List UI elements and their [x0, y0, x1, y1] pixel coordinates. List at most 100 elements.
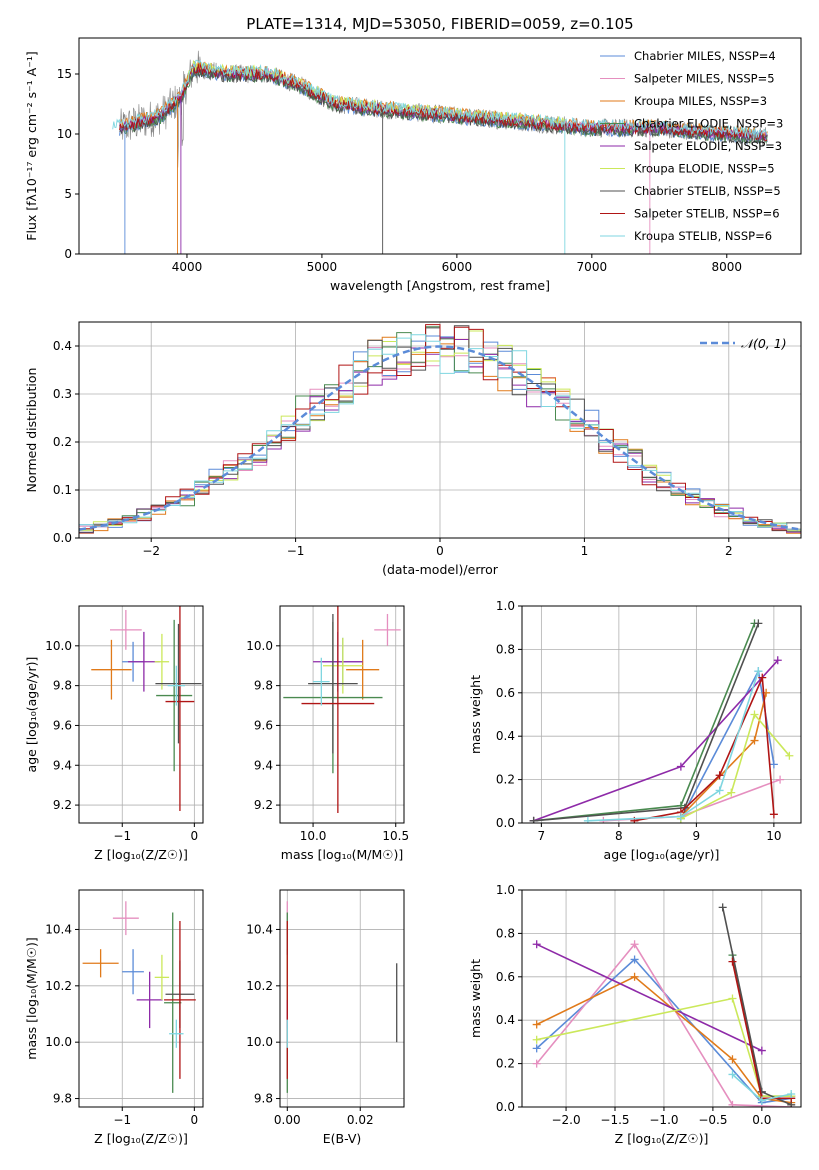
- mass-vs-extinction-panel: 0.00 0.02 9.8 10.0 10.2 10.4 E(B-V): [246, 889, 405, 1146]
- y-tick-label: 10: [57, 127, 72, 141]
- series-marker: [728, 957, 737, 966]
- y-tick-label: 10.0: [45, 1035, 72, 1049]
- series-marker: [529, 816, 538, 823]
- y-tick-label: 0.4: [53, 339, 72, 353]
- series-marker: [776, 775, 785, 784]
- series-marker: [785, 751, 794, 760]
- y-tick-label: 0.4: [496, 1013, 515, 1027]
- x-tick-label: 0: [191, 1113, 199, 1127]
- y-tick-label: 0.2: [496, 1057, 515, 1071]
- x-tick-label: 8: [615, 829, 623, 843]
- y-tick-label: 9.6: [53, 718, 72, 732]
- x-tick-label: −1.0: [649, 1113, 678, 1127]
- x-tick-label: −2: [142, 544, 160, 558]
- weight-series-1: [599, 775, 785, 823]
- y-tick-label: 9.2: [53, 798, 72, 812]
- x-axis-label: Z [log₁₀(Z/Z☉)]: [615, 1131, 709, 1146]
- legend-label: 𝒩(0, 1): [741, 336, 787, 351]
- y-tick-label: 0.4: [496, 729, 515, 743]
- y-tick-label: 0: [64, 247, 72, 261]
- series-marker: [676, 812, 685, 821]
- series-line: [536, 943, 763, 1052]
- series-line: [536, 997, 792, 1097]
- x-axis-label: mass [log₁₀(M/M☉)]: [281, 847, 403, 862]
- legend-label: Kroupa MILES, NSSP=3: [634, 94, 767, 108]
- errorbar-point-1: [110, 609, 142, 650]
- series-marker: [532, 1044, 541, 1053]
- y-tick-label: 10.4: [45, 922, 72, 936]
- y-axis-label: mass weight: [468, 675, 483, 754]
- residual-histogram-7: [79, 324, 801, 531]
- y-tick-label: 9.8: [53, 1092, 72, 1106]
- plot-area: [91, 606, 202, 812]
- x-axis-label: age [log₁₀(age/yr)]: [604, 847, 720, 862]
- x-axis-label: (data-model)/error: [382, 562, 499, 577]
- y-tick-label: 1.0: [496, 599, 515, 613]
- weight-series-4: [532, 940, 766, 1055]
- mass-vs-metallicity-panel: −1 0 9.8 10.0 10.2 10.4 Z [log₁₀(Z/Z☉)] mass [l…: [24, 889, 204, 1146]
- x-tick-label: 7: [538, 829, 546, 843]
- errorbar-point-7: [165, 606, 195, 812]
- series-marker: [715, 771, 724, 780]
- x-tick-label: 0.0: [752, 1113, 771, 1127]
- x-tick-label: −1: [287, 544, 305, 558]
- errorbar-point-5: [322, 637, 363, 694]
- series-marker: [757, 1046, 766, 1055]
- legend-label: Kroupa ELODIE, NSSP=5: [634, 162, 775, 176]
- weight-series-4: [529, 656, 782, 823]
- series-marker: [769, 810, 778, 819]
- weight-vs-age-panel: 7 8 9 10 0.0 0.2 0.4 0.6 0.8 1.0 age [log₁₀(age/yr…: [468, 599, 802, 862]
- errorbar-point-2: [346, 639, 380, 700]
- series-marker: [727, 788, 736, 797]
- x-axis-label: E(B-V): [323, 1131, 362, 1146]
- series-marker: [754, 667, 763, 676]
- errorbar-point-4: [136, 971, 163, 1029]
- errorbar-point-2: [82, 949, 119, 978]
- series-marker: [630, 940, 639, 949]
- y-tick-label: 0.6: [496, 970, 515, 984]
- series-marker: [728, 1070, 737, 1079]
- errorbar-point-3: [164, 912, 182, 1093]
- y-tick-label: 0.2: [496, 773, 515, 787]
- x-tick-label: 0.00: [274, 1113, 301, 1127]
- x-tick-label: −1: [113, 829, 131, 843]
- x-tick-label: 2: [725, 544, 733, 558]
- y-tick-label: 5: [64, 187, 72, 201]
- x-tick-label: 9: [693, 829, 701, 843]
- errorbar-point-5: [154, 633, 170, 690]
- normal-curve: [79, 345, 799, 531]
- errorbar-point-7: [301, 606, 375, 814]
- y-axis-label: mass [log₁₀(M/M☉)]: [24, 937, 39, 1059]
- legend-label: Salpeter STELIB, NSSP=6: [634, 207, 780, 221]
- y-tick-label: 0.8: [496, 642, 515, 656]
- weight-series-8: [728, 1070, 796, 1105]
- series-line: [680, 668, 775, 820]
- series-marker: [754, 619, 763, 628]
- errorbar-point-6: [308, 613, 358, 754]
- y-tick-label: 0.3: [53, 387, 72, 401]
- series-marker: [787, 1089, 796, 1098]
- y-tick-label: 0.0: [496, 1100, 515, 1114]
- residuals-panel: −2 −1 0 1 2 0.0 0.1 0.2 0.3 0.4 (data-model)/error…: [24, 321, 802, 577]
- y-tick-label: 0.2: [53, 435, 72, 449]
- y-axis-label: mass weight: [468, 959, 483, 1038]
- age-vs-mass-panel: 10.0 10.5 9.2 9.4 9.6 9.8 10.0 mass [log₁₀(M/M☉…: [246, 605, 409, 862]
- x-tick-label: 4000: [172, 260, 203, 274]
- series-marker: [769, 760, 778, 769]
- errorbar-point-8: [167, 665, 185, 706]
- legend-label: Salpeter MILES, NSSP=5: [634, 72, 775, 86]
- series-marker: [532, 1059, 541, 1068]
- y-axis-label: Flux [fλ10⁻¹⁷ erg cm⁻² s⁻¹ A⁻¹]: [24, 51, 39, 240]
- x-tick-label: 6000: [442, 260, 473, 274]
- x-axis-label: Z [log₁₀(Z/Z☉)]: [94, 1131, 188, 1146]
- series-line: [680, 712, 791, 820]
- errorbar-point-0: [122, 949, 144, 995]
- series-marker: [630, 972, 639, 981]
- legend-label: Chabrier STELIB, NSSP=5: [634, 184, 781, 198]
- series-marker: [630, 955, 639, 964]
- y-tick-label: 1.0: [496, 883, 515, 897]
- x-axis-label: wavelength [Angstrom, rest frame]: [330, 278, 550, 293]
- figure-title: PLATE=1314, MJD=53050, FIBERID=0059, z=0…: [246, 15, 633, 33]
- y-tick-label: 9.2: [254, 798, 273, 812]
- plot-area: [532, 903, 796, 1107]
